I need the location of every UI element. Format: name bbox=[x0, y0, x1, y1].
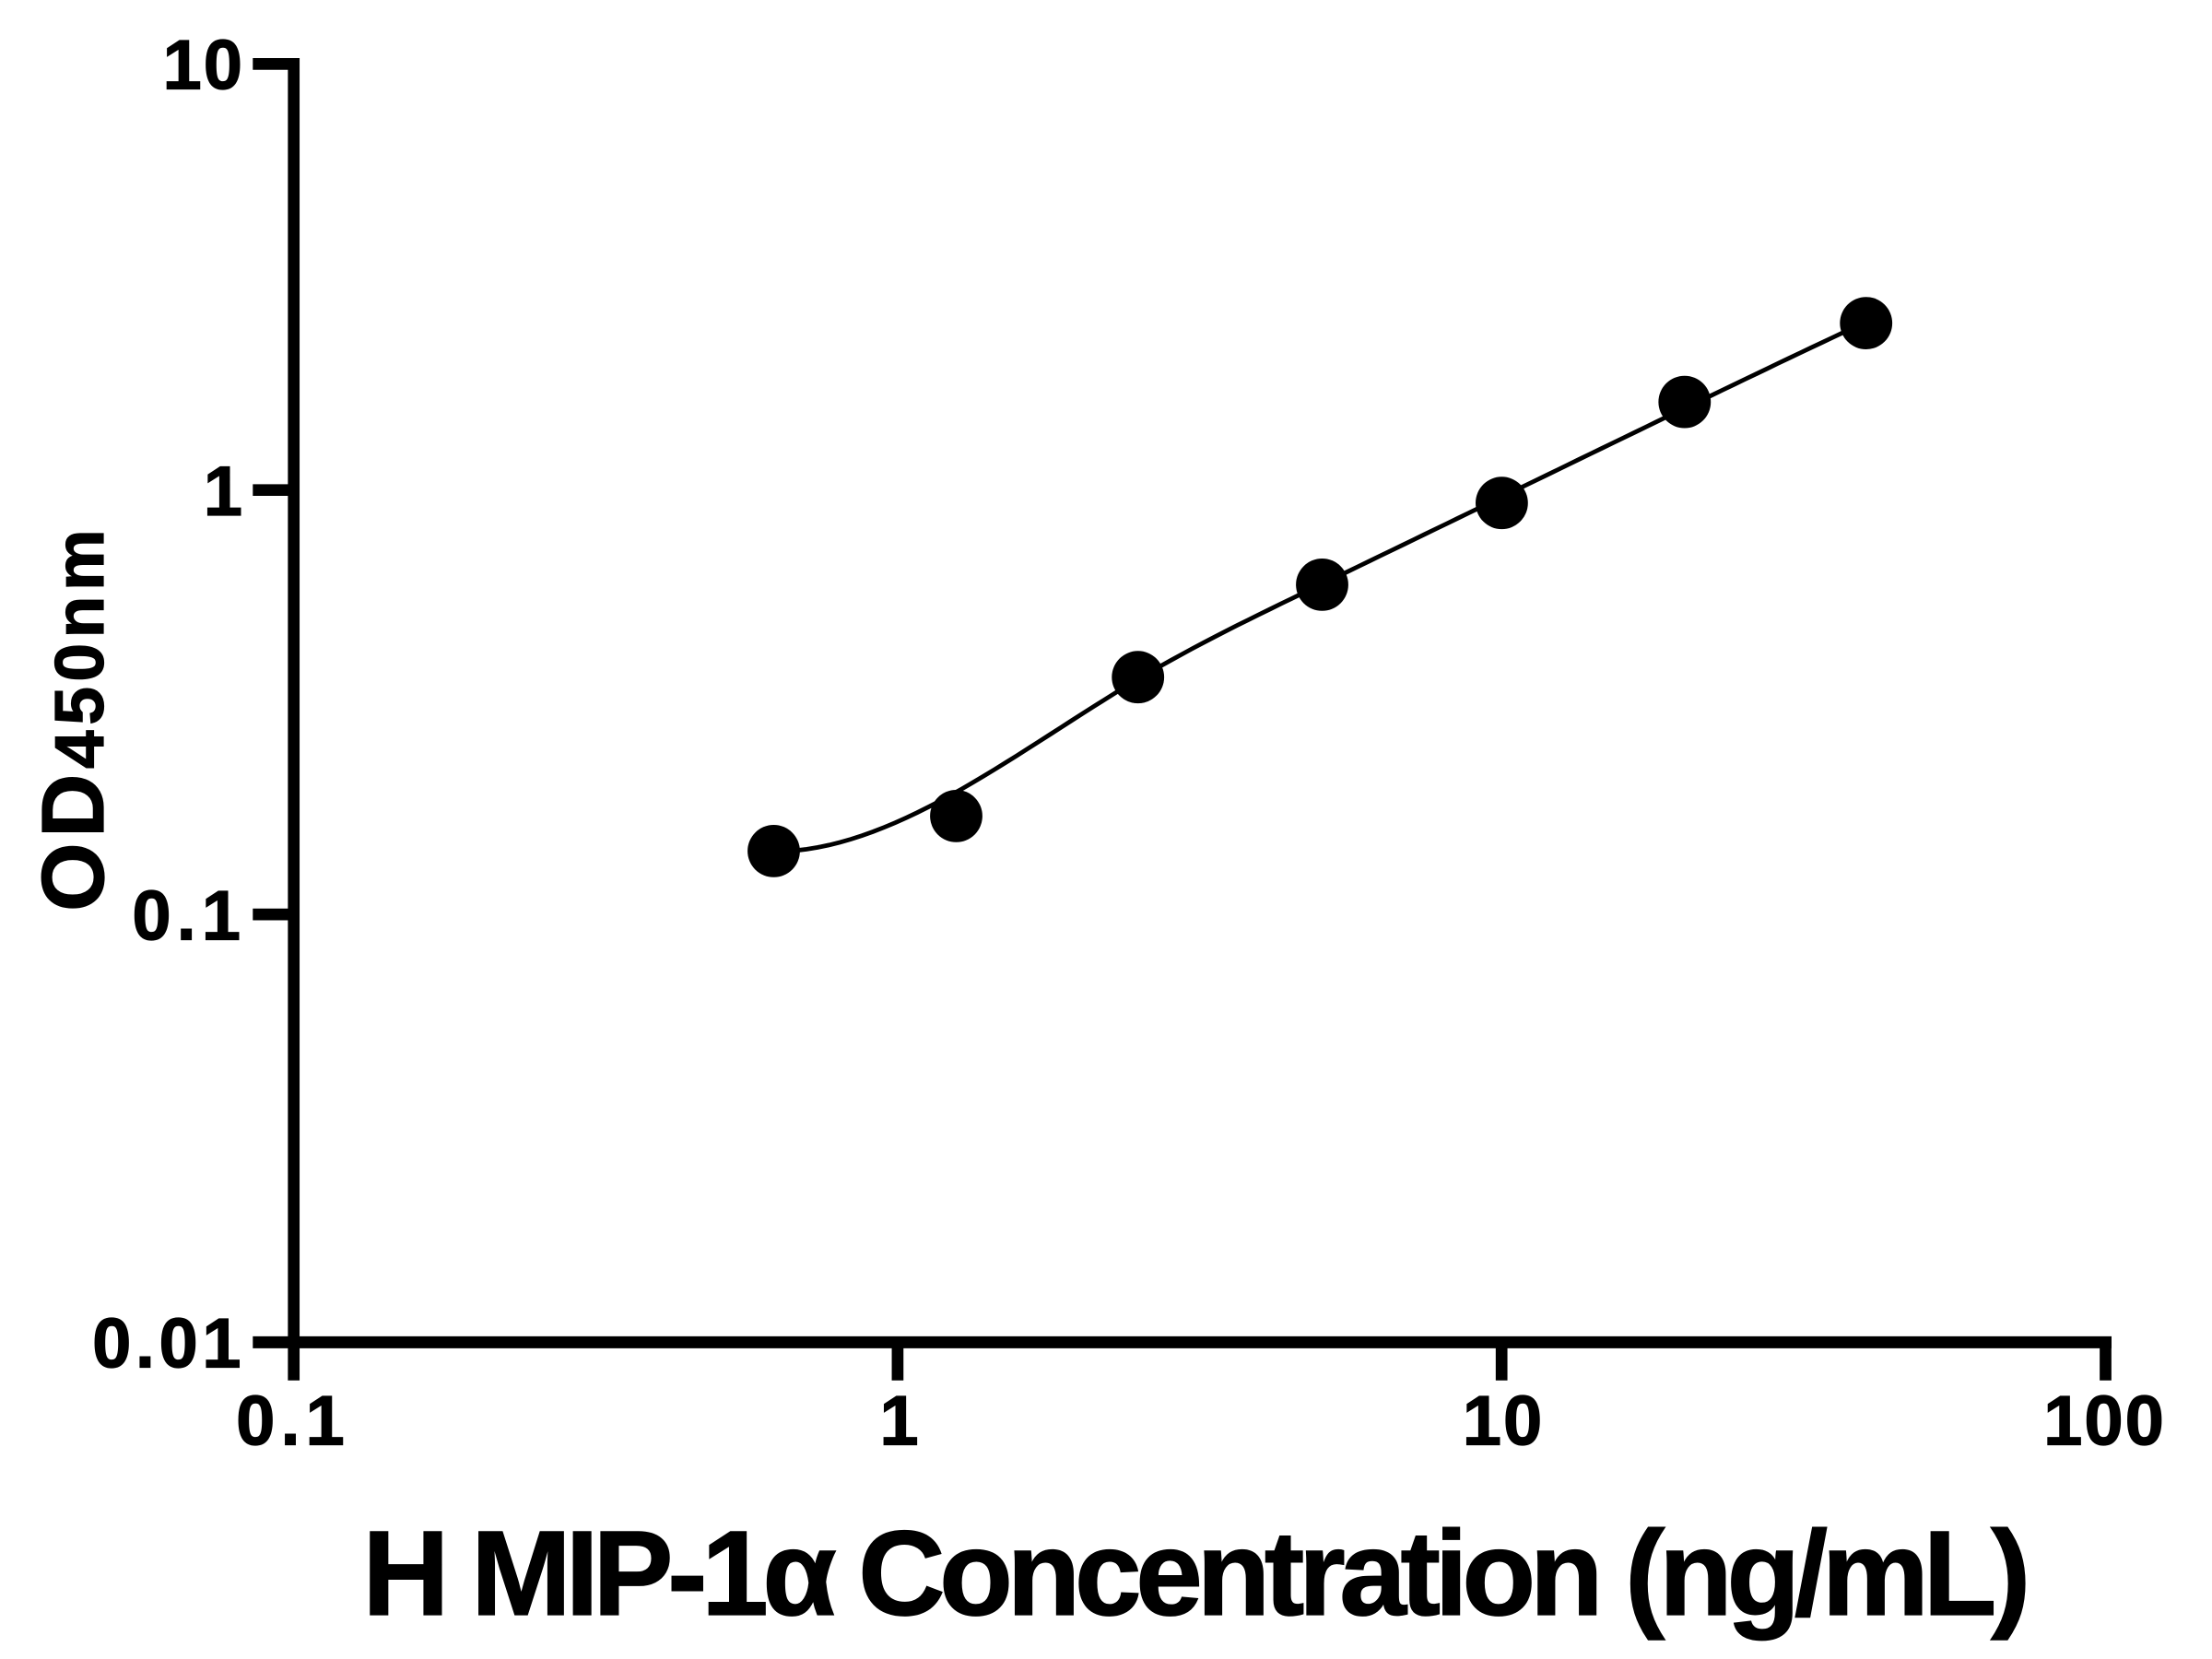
svg-text:H MIP-1α Concentration (ng/mL): H MIP-1α Concentration (ng/mL) bbox=[362, 1505, 2026, 1641]
svg-text:1: 1 bbox=[204, 453, 244, 531]
svg-text:100: 100 bbox=[2043, 1382, 2166, 1461]
svg-text:10: 10 bbox=[1463, 1382, 1545, 1461]
svg-text:0.01: 0.01 bbox=[92, 1305, 245, 1383]
svg-text:0.1: 0.1 bbox=[236, 1382, 350, 1461]
svg-text:OD450nm: OD450nm bbox=[24, 524, 123, 912]
svg-text:1: 1 bbox=[879, 1382, 920, 1461]
svg-text:10: 10 bbox=[162, 27, 244, 105]
svg-text:0.1: 0.1 bbox=[132, 877, 246, 955]
